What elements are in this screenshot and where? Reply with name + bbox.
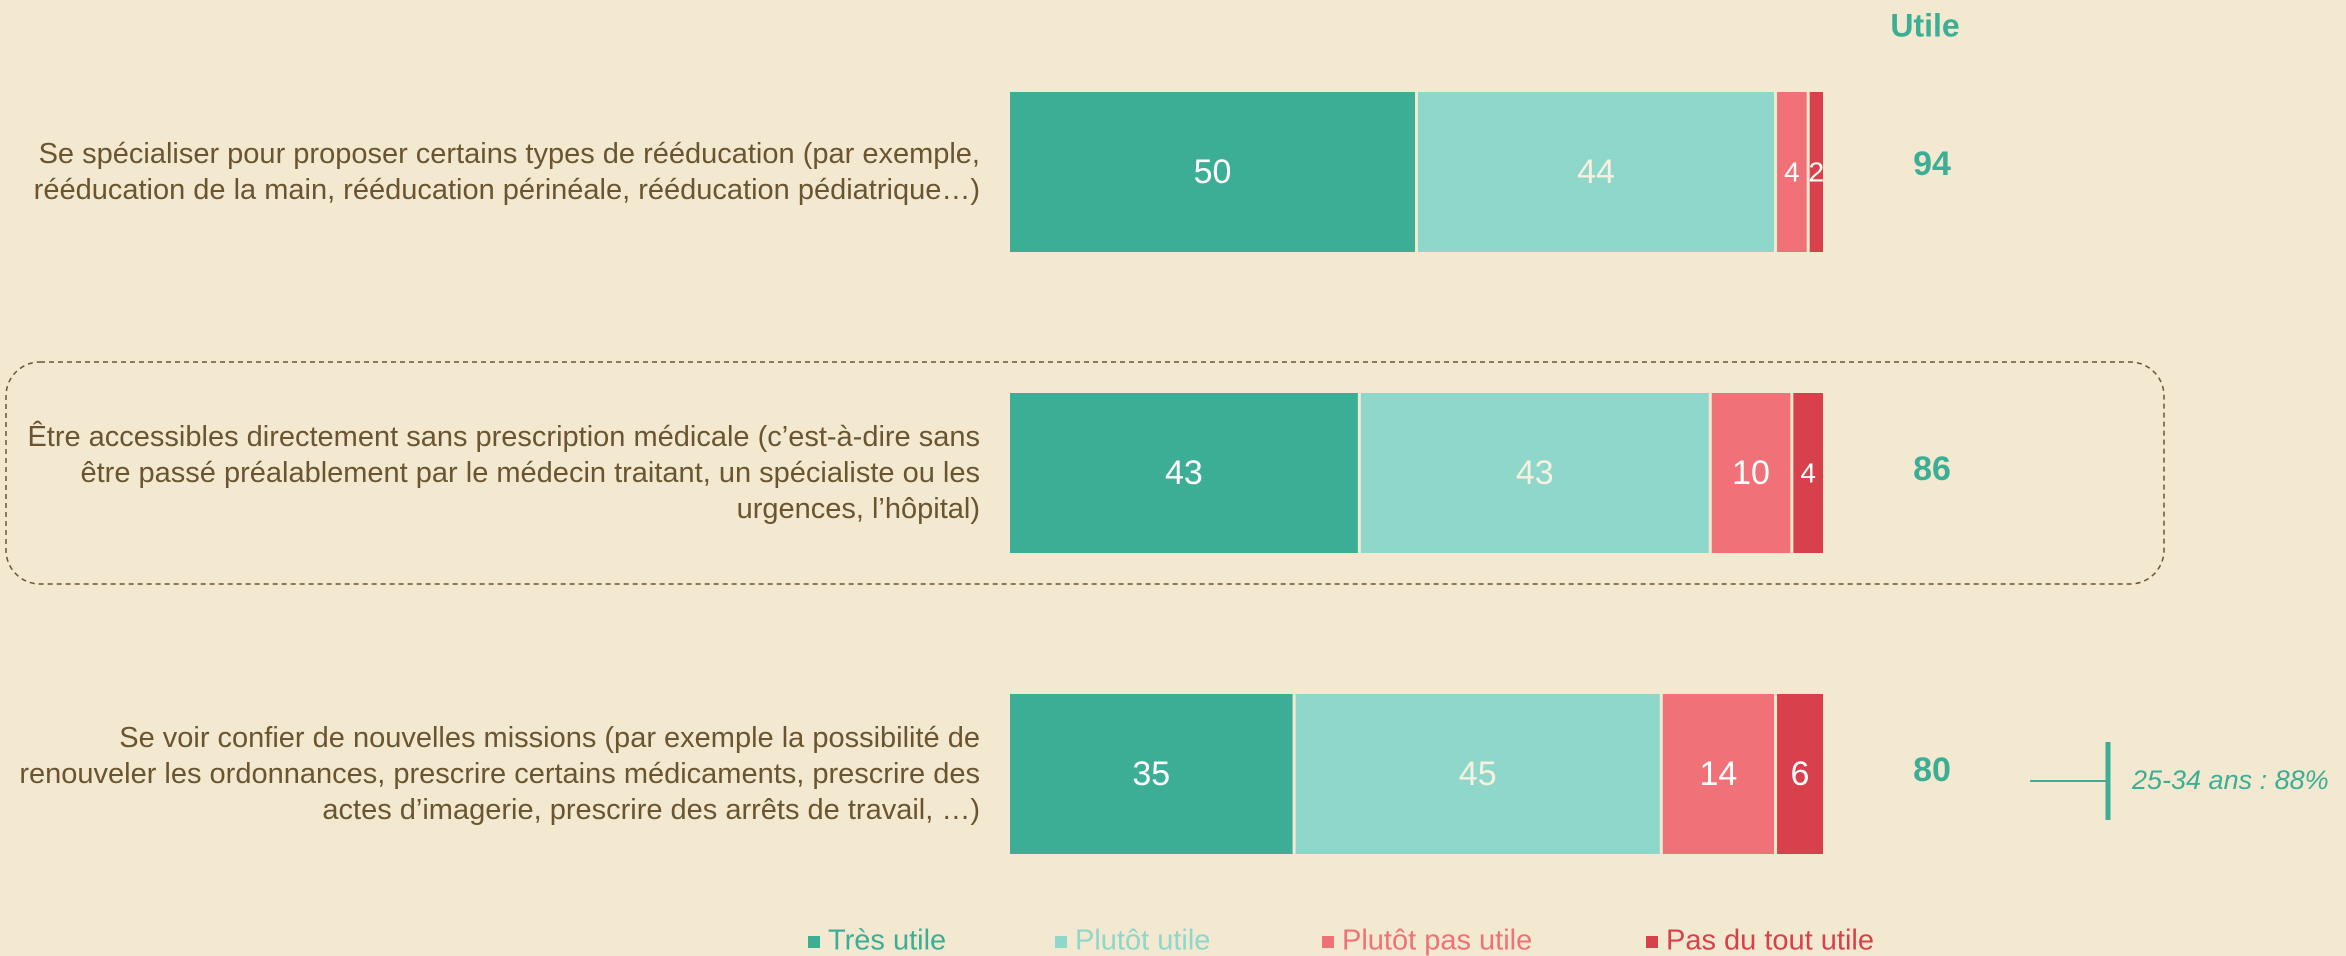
total-value: 94 xyxy=(1913,145,1951,183)
value-label: 43 xyxy=(1165,454,1203,492)
value-label: 10 xyxy=(1732,454,1770,492)
legend-swatch xyxy=(808,936,820,948)
legend-label: Plutôt utile xyxy=(1075,925,1210,956)
value-label: 45 xyxy=(1459,755,1497,793)
bar-segment xyxy=(1418,92,1775,252)
value-label: 50 xyxy=(1194,153,1232,191)
value-label: 43 xyxy=(1516,454,1554,492)
category-label: Être accessibles directement sans prescr… xyxy=(27,421,980,525)
bar-segment xyxy=(1662,694,1775,854)
value-label: 44 xyxy=(1577,153,1615,191)
value-label: 14 xyxy=(1700,755,1738,793)
bar-segment xyxy=(1010,694,1293,854)
legend-swatch xyxy=(1055,936,1067,948)
bar-segment xyxy=(1793,393,1823,553)
bar-segment xyxy=(1777,92,1807,252)
legend-label: Pas du tout utile xyxy=(1666,925,1874,956)
highlight-box xyxy=(5,361,2165,585)
bar-segment xyxy=(1295,694,1660,854)
total-value: 86 xyxy=(1913,450,1951,488)
category-label: Se spécialiser pour proposer certains ty… xyxy=(33,138,980,206)
legend-label: Très utile xyxy=(828,925,946,956)
value-label: 35 xyxy=(1132,755,1170,793)
value-label: 2 xyxy=(1809,156,1825,187)
total-header: Utile xyxy=(1890,7,1959,43)
bar-segment xyxy=(1010,393,1358,553)
value-label: 4 xyxy=(1800,457,1816,488)
value-label: 6 xyxy=(1791,755,1810,793)
legend-swatch xyxy=(1646,936,1658,948)
bar-segment xyxy=(1711,393,1791,553)
bar-segment xyxy=(1010,92,1415,252)
category-label: Se voir confier de nouvelles missions (p… xyxy=(19,722,980,826)
bar-segment xyxy=(1777,694,1823,854)
legend-label: Plutôt pas utile xyxy=(1342,925,1532,956)
annotation: 25-34 ans : 88% xyxy=(2131,765,2329,795)
total-value: 80 xyxy=(1913,751,1951,789)
bar-segment xyxy=(1809,92,1823,252)
legend-swatch xyxy=(1322,936,1334,948)
value-label: 4 xyxy=(1784,156,1800,187)
bar-segment xyxy=(1360,393,1709,553)
